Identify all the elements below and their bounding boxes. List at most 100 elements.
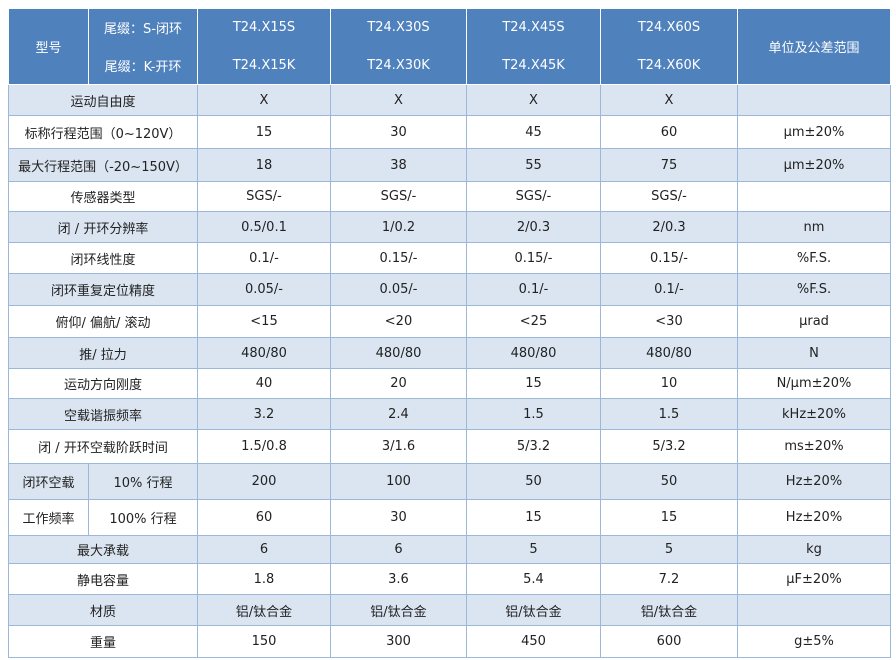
table-row: 闭环空载 10% 行程 200 100 50 50 Hz±20% [8,463,891,500]
value-cell: 0.5/0.1 [197,211,331,243]
value-cell: 30 [330,115,467,149]
row-label: 闭 / 开环分辨率 [8,211,198,243]
value-cell: 200 [197,463,331,500]
value-cell: 1.5 [600,398,738,430]
unit-cell: N [737,337,891,369]
unit-cell: μF±20% [737,563,891,595]
value-cell: 7.2 [600,563,738,595]
value-cell: <20 [330,305,467,338]
row-label: 重量 [8,625,198,658]
value-cell: 480/80 [330,337,467,369]
row-label: 闭环线性度 [8,242,198,274]
value-cell: 100 [330,463,467,500]
value-cell: 2.4 [330,398,467,430]
table-row: 闭环线性度 0.1/- 0.15/- 0.15/- 0.15/- %F.S. [8,242,891,274]
value-cell: <15 [197,305,331,338]
model-name: T24.X45S [466,8,601,47]
table-row: 闭 / 开环分辨率 0.5/0.1 1/0.2 2/0.3 2/0.3 nm [8,211,891,243]
row-label: 推/ 拉力 [8,337,198,369]
unit-cell: N/μm±20% [737,368,891,399]
model-name: T24.X15K [197,46,331,85]
value-cell: 38 [330,148,467,182]
row-label: 传感器类型 [8,181,198,212]
unit-cell: μrad [737,305,891,338]
value-cell: SGS/- [197,181,331,212]
row-label: 最大承载 [8,535,198,564]
value-cell: 0.1/- [197,242,331,274]
row-label: 闭环重复定位精度 [8,273,198,306]
header-cell: 型号 [8,8,89,85]
value-cell: 5.4 [466,563,601,595]
value-cell: 600 [600,625,738,658]
value-cell: 480/80 [197,337,331,369]
unit-cell: Hz±20% [737,463,891,500]
unit-cell: μm±20% [737,148,891,182]
row-label: 闭 / 开环空载阶跃时间 [8,429,198,464]
model-name: T24.X60K [600,46,738,85]
unit-cell: Hz±20% [737,499,891,536]
table-header: 型号 尾缀：S-闭环 T24.X15S T24.X30S T24.X45S T24.X60… [8,8,891,85]
value-cell: 15 [600,499,738,536]
table-row: 标称行程范围（0~120V） 15 30 45 60 μm±20% [8,115,891,149]
value-cell: 1/0.2 [330,211,467,243]
header-cell: 单位及公差范围 [737,8,891,85]
value-cell: 15 [466,368,601,399]
value-cell: 18 [197,148,331,182]
value-cell: X [600,84,738,116]
model-name: T24.X60S [600,8,738,47]
value-cell: 2/0.3 [600,211,738,243]
table-row: 推/ 拉力 480/80 480/80 480/80 480/80 N [8,337,891,369]
table-row: 运动方向刚度 40 20 15 10 N/μm±20% [8,368,891,399]
value-cell: 55 [466,148,601,182]
value-cell: 3.2 [197,398,331,430]
value-cell: SGS/- [600,181,738,212]
value-cell: 45 [466,115,601,149]
header-row: 尾缀：K-开环 T24.X15K T24.X30K T24.X45K T24.X60K [9,46,891,85]
unit-cell: nm [737,211,891,243]
value-cell: 0.15/- [466,242,601,274]
value-cell: 50 [600,463,738,500]
value-cell: 15 [466,499,601,536]
row-label: 工作频率 [8,499,89,536]
value-cell: 铝/钛合金 [466,594,601,626]
unit-cell: kg [737,535,891,564]
value-cell: 0.05/- [197,273,331,306]
table-row: 闭 / 开环空载阶跃时间 1.5/0.8 3/1.6 5/3.2 5/3.2 ms±20% [8,429,891,464]
value-cell: 480/80 [466,337,601,369]
value-cell: 20 [330,368,467,399]
unit-cell [737,594,891,626]
value-cell: 2/0.3 [466,211,601,243]
value-cell: 1.8 [197,563,331,595]
table-row: 工作频率 100% 行程 60 30 15 15 Hz±20% [8,499,891,536]
value-cell: 0.1/- [600,273,738,306]
value-cell: 1.5/0.8 [197,429,331,464]
row-sublabel: 100% 行程 [88,499,198,536]
value-cell: 60 [600,115,738,149]
value-cell: <25 [466,305,601,338]
value-cell: 15 [197,115,331,149]
value-cell: <30 [600,305,738,338]
row-label: 空载谐振频率 [8,398,198,430]
table-row: 运动自由度 X X X X [8,84,891,116]
unit-cell: %F.S. [737,273,891,306]
value-cell: 6 [330,535,467,564]
value-cell: 0.1/- [466,273,601,306]
table-row: 俯仰/ 偏航/ 滚动 <15 <20 <25 <30 μrad [8,305,891,338]
table-row: 重量 150 300 450 600 g±5% [8,625,891,658]
value-cell: 铝/钛合金 [197,594,331,626]
table-row: 静电容量 1.8 3.6 5.4 7.2 μF±20% [8,563,891,595]
unit-cell [737,181,891,212]
value-cell: 60 [197,499,331,536]
value-cell: 50 [466,463,601,500]
row-label: 标称行程范围（0~120V） [8,115,198,149]
table-row: 空载谐振频率 3.2 2.4 1.5 1.5 kHz±20% [8,398,891,430]
unit-cell: kHz±20% [737,398,891,430]
unit-cell: μm±20% [737,115,891,149]
table-body: 运动自由度 X X X X 标称行程范围（0~120V） 15 30 45 60 μm±20% 最大行… [8,84,891,658]
header-cell: 尾缀：S-闭环 [88,8,198,47]
value-cell: 3/1.6 [330,429,467,464]
value-cell: 0.15/- [600,242,738,274]
value-cell: 30 [330,499,467,536]
row-sublabel: 10% 行程 [88,463,198,500]
unit-cell: g±5% [737,625,891,658]
